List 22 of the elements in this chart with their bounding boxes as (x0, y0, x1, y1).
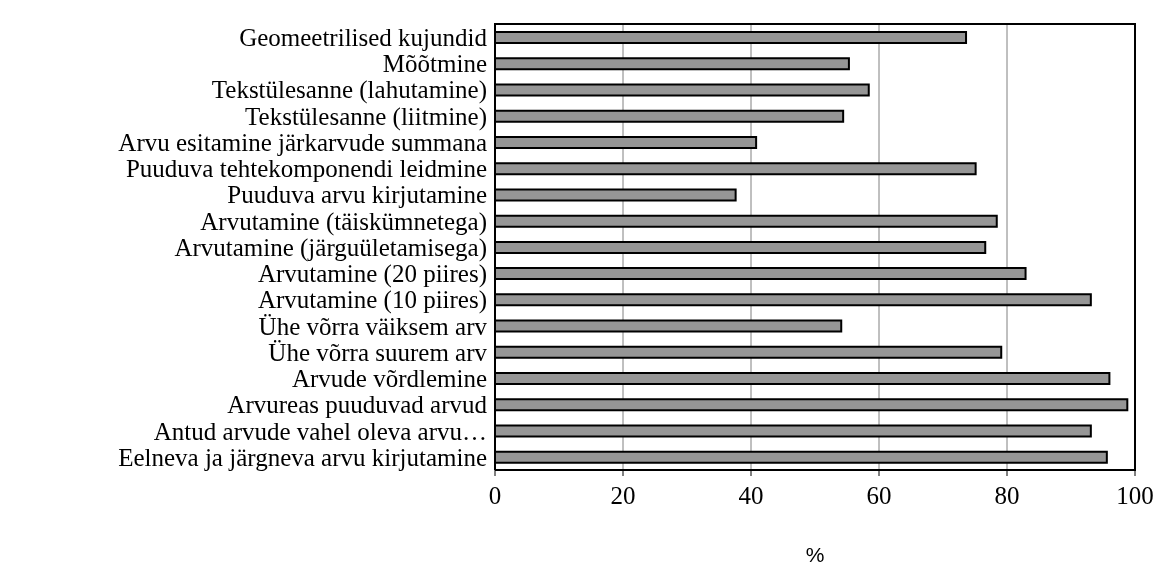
y-tick-label: Geomeetrilised kujundid (239, 23, 488, 51)
y-tick-label: Tekstülesanne (liitmine) (245, 102, 487, 131)
y-tick-label: Puuduva tehtekomponendi leidmine (125, 155, 487, 183)
y-tick-label: Eelneva ja järgneva arvu kirjutamine (118, 443, 487, 471)
x-tick-label: 20 (610, 481, 636, 509)
x-tick-label: 40 (738, 481, 764, 509)
y-tick-label: Mõõtmine (382, 50, 487, 78)
y-tick-label: Arvutamine (täiskümnetega) (200, 207, 487, 236)
y-tick-label: Ühe võrra suurem arv (268, 338, 488, 366)
y-tick-label: Ühe võrra väiksem arv (258, 312, 488, 340)
y-tick-label: Arvude võrdlemine (291, 365, 487, 393)
y-tick-label: Arvureas puuduvad arvud (227, 391, 488, 419)
x-tick-label: 60 (866, 481, 892, 509)
x-axis-title: % (805, 543, 825, 566)
x-tick-label: 80 (994, 481, 1020, 509)
x-tick-label: 100 (1116, 481, 1154, 509)
y-tick-label: Arvutamine (20 piires) (257, 260, 487, 289)
y-tick-label: Antud arvude vahel oleva arvu… (153, 417, 487, 445)
x-tick-label: 0 (488, 481, 502, 509)
y-tick-label: Tekstülesanne (lahutamine) (211, 76, 487, 105)
y-tick-label: Puuduva arvu kirjutamine (227, 181, 487, 209)
y-tick-label: Arvutamine (10 piires) (257, 286, 487, 315)
